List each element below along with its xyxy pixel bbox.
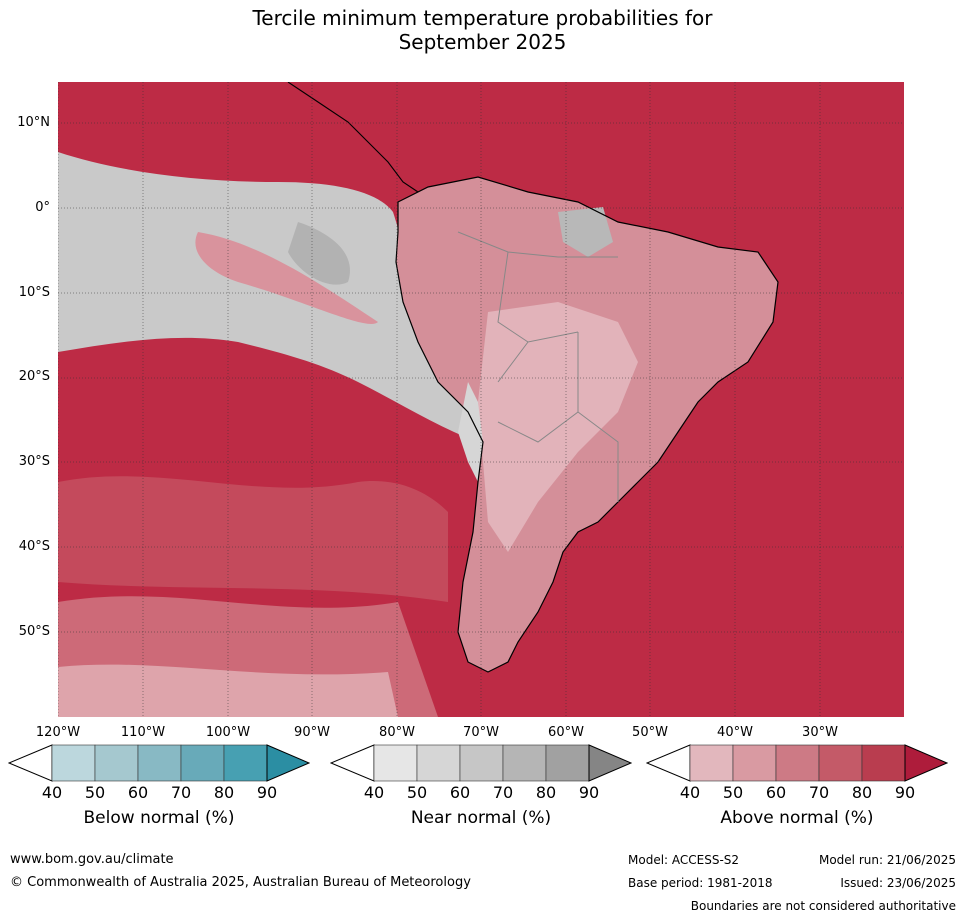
colorbar-near-normal bbox=[330, 744, 632, 782]
colorbar-max-extend bbox=[266, 744, 310, 782]
andes-near-normal bbox=[458, 382, 483, 482]
colorbar-min-extend bbox=[8, 744, 53, 782]
footer-base-period: Base period: 1981-2018 bbox=[628, 876, 773, 890]
colorbar-segment bbox=[502, 744, 547, 782]
colorbar-segment bbox=[818, 744, 863, 782]
colorbar-max-extend bbox=[904, 744, 948, 782]
lat-label-0: 0° bbox=[35, 200, 50, 215]
colorbar-tick-label: 80 bbox=[851, 783, 873, 802]
colorbar-segment bbox=[732, 744, 777, 782]
colorbar-segment bbox=[861, 744, 906, 782]
colorbar-segment bbox=[416, 744, 461, 782]
colorbar-min-extend bbox=[646, 744, 691, 782]
lon-label-70w: 70°W bbox=[463, 725, 499, 740]
footer-issued: Issued: 23/06/2025 bbox=[840, 876, 956, 890]
colorbar-segment bbox=[689, 744, 734, 782]
colorbar-segment bbox=[137, 744, 182, 782]
map-title-line2: September 2025 bbox=[398, 30, 567, 54]
lon-label-100w: 100°W bbox=[205, 725, 251, 740]
map-title-line1: Tercile minimum temperature probabilitie… bbox=[252, 6, 713, 30]
lon-label-80w: 80°W bbox=[379, 725, 415, 740]
colorbar-tick-label: 90 bbox=[578, 783, 600, 802]
footer-model-run: Model run: 21/06/2025 bbox=[818, 853, 956, 867]
lon-label-40w: 40°W bbox=[717, 725, 753, 740]
colorbar-tick-label: 70 bbox=[492, 783, 514, 802]
colorbar-segment bbox=[223, 744, 268, 782]
lon-label-60w: 60°W bbox=[548, 725, 584, 740]
colorbar-tick-label: 80 bbox=[213, 783, 235, 802]
colorbar-tick-label: 60 bbox=[127, 783, 149, 802]
colorbar-segment bbox=[94, 744, 139, 782]
lat-label-40s: 40°S bbox=[18, 539, 50, 554]
colorbar-segment bbox=[373, 744, 418, 782]
footer-copyright: © Commonwealth of Australia 2025, Austra… bbox=[10, 875, 471, 890]
colorbar-above-normal bbox=[646, 744, 948, 782]
colorbar-max-extend bbox=[588, 744, 632, 782]
colorbar-title-near-normal: Near normal (%) bbox=[410, 808, 552, 828]
colorbar-segment bbox=[180, 744, 225, 782]
above-normal-pale-streak bbox=[195, 232, 378, 324]
colorbar-tick-label: 80 bbox=[535, 783, 557, 802]
south-pacific-mid-band bbox=[58, 476, 448, 602]
colorbar-tick-label: 50 bbox=[722, 783, 744, 802]
lat-label-10s: 10°S bbox=[18, 285, 50, 300]
lon-label-50w: 50°W bbox=[632, 725, 668, 740]
colorbar-segment bbox=[545, 744, 590, 782]
colorbar-min-extend bbox=[330, 744, 375, 782]
colorbar-segment bbox=[775, 744, 820, 782]
country-borders bbox=[457, 231, 619, 502]
colorbar-title-below-normal: Below normal (%) bbox=[83, 808, 235, 828]
lat-label-20s: 20°S bbox=[18, 369, 50, 384]
colorbar-tick-label: 60 bbox=[449, 783, 471, 802]
colorbar-segment bbox=[51, 744, 96, 782]
colorbar-tick-label: 50 bbox=[84, 783, 106, 802]
colorbar-tick-label: 90 bbox=[894, 783, 916, 802]
lon-label-30w: 30°W bbox=[802, 725, 838, 740]
colorbar-tick-label: 50 bbox=[406, 783, 428, 802]
colorbar-tick-label: 70 bbox=[808, 783, 830, 802]
colorbar-below-normal bbox=[8, 744, 310, 782]
lat-label-10n: 10°N bbox=[17, 115, 50, 130]
colorbar-tick-label: 90 bbox=[256, 783, 278, 802]
graticule bbox=[58, 82, 904, 717]
central-america-coast bbox=[287, 82, 419, 193]
colorbar-segment bbox=[459, 744, 504, 782]
colorbar-tick-label: 70 bbox=[170, 783, 192, 802]
footer-url[interactable]: www.bom.gov.au/climate bbox=[10, 852, 174, 867]
footer-model: Model: ACCESS-S2 bbox=[628, 853, 740, 867]
colorbar-tick-label: 60 bbox=[765, 783, 787, 802]
lat-label-50s: 50°S bbox=[18, 624, 50, 639]
lon-label-110w: 110°W bbox=[120, 725, 166, 740]
coastline bbox=[395, 176, 779, 673]
footer-disclaimer: Boundaries are not considered authoritat… bbox=[690, 899, 956, 913]
equatorial-pacific-near-normal bbox=[58, 152, 478, 442]
lon-label-90w: 90°W bbox=[294, 725, 330, 740]
colorbar-tick-label: 40 bbox=[679, 783, 701, 802]
colorbar-tick-label: 40 bbox=[363, 783, 385, 802]
near-normal-dark-patch bbox=[288, 222, 350, 285]
lat-label-30s: 30°S bbox=[18, 454, 50, 469]
colorbar-tick-label: 40 bbox=[41, 783, 63, 802]
amazon-near-normal-patch bbox=[558, 207, 613, 257]
lon-label-120w: 120°W bbox=[35, 725, 81, 740]
colorbar-title-above-normal: Above normal (%) bbox=[720, 808, 874, 828]
probability-map bbox=[58, 82, 904, 717]
